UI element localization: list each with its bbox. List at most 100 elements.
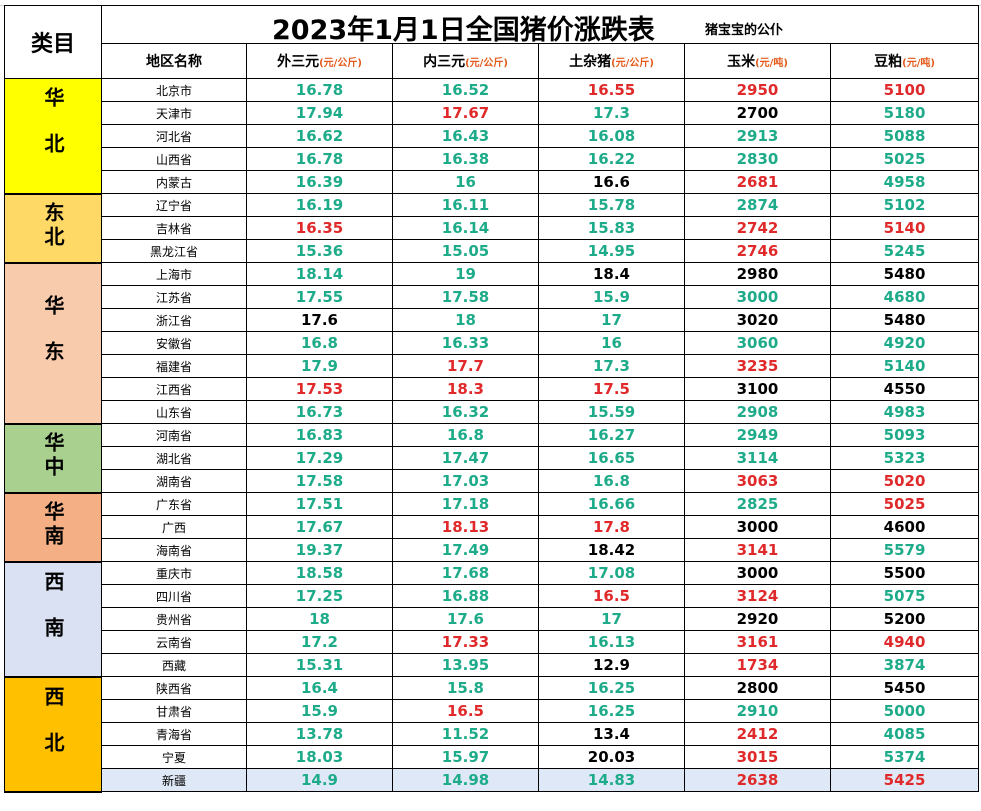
price-cell: 4958 (829, 170, 980, 194)
price-cell: 2910 (684, 699, 831, 723)
table-row: 山西省 16.78 16.38 16.22 2830 5025 (5, 147, 980, 171)
price-cell: 2908 (684, 400, 831, 424)
price-cell: 3114 (684, 446, 831, 470)
price-cell: 3874 (829, 653, 980, 677)
price-cell: 17.53 (246, 377, 393, 401)
table-row: 湖北省 17.29 17.47 16.65 3114 5323 (5, 446, 980, 470)
price-cell: 16.62 (246, 124, 393, 148)
price-cell: 5245 (829, 239, 980, 263)
area-name: 宁夏 (101, 745, 247, 769)
price-cell: 16.83 (246, 423, 393, 447)
price-cell: 3000 (684, 515, 831, 539)
price-cell: 5500 (829, 561, 980, 585)
area-name: 甘肃省 (101, 699, 247, 723)
price-cell: 20.03 (538, 745, 685, 769)
price-cell: 3000 (684, 561, 831, 585)
area-name: 北京市 (101, 78, 247, 102)
region-name: 华东 (41, 294, 65, 387)
column-label: 玉米 (727, 54, 756, 70)
price-cell: 13.95 (392, 653, 539, 677)
price-cell: 2681 (684, 170, 831, 194)
price-cell: 2874 (684, 193, 831, 217)
price-cell: 13.4 (538, 722, 685, 746)
price-cell: 18.03 (246, 745, 393, 769)
price-cell: 15.9 (246, 699, 393, 723)
table-row: 新疆 14.9 14.98 14.83 2638 5425 (5, 768, 980, 792)
price-cell: 2949 (684, 423, 831, 447)
region-name: 西南 (41, 570, 65, 663)
price-cell: 13.78 (246, 722, 393, 746)
price-cell: 17 (538, 607, 685, 631)
area-name: 山东省 (101, 400, 247, 424)
price-cell: 18 (246, 607, 393, 631)
price-cell: 14.98 (392, 768, 539, 792)
column-label: 外三元 (277, 54, 320, 70)
price-cell: 16.19 (246, 193, 393, 217)
price-cell: 16.5 (392, 699, 539, 723)
price-cell: 17.58 (246, 469, 393, 493)
price-cell: 15.59 (538, 400, 685, 424)
price-cell: 2800 (684, 676, 831, 700)
table-row: 山东省 16.73 16.32 15.59 2908 4983 (5, 400, 980, 424)
column-label: 豆粕 (874, 54, 903, 70)
price-cell: 3235 (684, 354, 831, 378)
price-cell: 16.13 (538, 630, 685, 654)
area-name: 重庆市 (101, 561, 247, 585)
table-row: 安徽省 16.8 16.33 16 3060 4920 (5, 331, 980, 355)
column-header-2: 内三元(元/公斤) (392, 43, 539, 79)
price-cell: 2746 (684, 239, 831, 263)
area-name: 河南省 (101, 423, 247, 447)
price-cell: 16.8 (392, 423, 539, 447)
area-name: 吉林省 (101, 216, 247, 240)
price-cell: 16.39 (246, 170, 393, 194)
price-cell: 18.3 (392, 377, 539, 401)
area-name: 湖北省 (101, 446, 247, 470)
price-cell: 15.31 (246, 653, 393, 677)
price-cell: 17.3 (538, 354, 685, 378)
price-cell: 16.66 (538, 492, 685, 516)
price-cell: 17.29 (246, 446, 393, 470)
area-name: 西藏 (101, 653, 247, 677)
price-cell: 17.25 (246, 584, 393, 608)
region-label: 西北 (4, 676, 102, 793)
price-cell: 5025 (829, 492, 980, 516)
column-unit: (元/公斤) (611, 58, 654, 69)
area-name: 海南省 (101, 538, 247, 562)
table-row: 海南省 19.37 17.49 18.42 3141 5579 (5, 538, 980, 562)
price-cell: 4920 (829, 331, 980, 355)
area-name: 贵州省 (101, 607, 247, 631)
price-cell: 18.13 (392, 515, 539, 539)
price-cell: 5075 (829, 584, 980, 608)
column-label: 地区名称 (146, 54, 202, 70)
price-cell: 16.14 (392, 216, 539, 240)
table-row: 云南省 17.2 17.33 16.13 3161 4940 (5, 630, 980, 654)
price-cell: 16.33 (392, 331, 539, 355)
price-cell: 18.42 (538, 538, 685, 562)
area-name: 云南省 (101, 630, 247, 654)
price-cell: 17.5 (538, 377, 685, 401)
price-cell: 2950 (684, 78, 831, 102)
price-cell: 16.08 (538, 124, 685, 148)
area-name: 四川省 (101, 584, 247, 608)
price-cell: 3100 (684, 377, 831, 401)
area-name: 河北省 (101, 124, 247, 148)
price-cell: 16.78 (246, 147, 393, 171)
price-cell: 17.33 (392, 630, 539, 654)
price-cell: 2913 (684, 124, 831, 148)
table-row: 贵州省 18 17.6 17 2920 5200 (5, 607, 980, 631)
column-label: 土杂猪 (569, 54, 612, 70)
price-cell: 3020 (684, 308, 831, 332)
region-label: 华东 (4, 262, 102, 425)
region-label: 东北 (4, 193, 102, 264)
price-cell: 18 (392, 308, 539, 332)
price-cell: 5480 (829, 262, 980, 286)
price-cell: 16.55 (538, 78, 685, 102)
area-name: 内蒙古 (101, 170, 247, 194)
price-cell: 2920 (684, 607, 831, 631)
price-cell: 15.05 (392, 239, 539, 263)
column-unit: (元/吨) (755, 58, 788, 69)
column-unit: (元/公斤) (465, 58, 508, 69)
table-row: 福建省 17.9 17.7 17.3 3235 5140 (5, 354, 980, 378)
table-row: 华东 上海市 18.14 19 18.4 2980 5480 (4, 262, 980, 425)
